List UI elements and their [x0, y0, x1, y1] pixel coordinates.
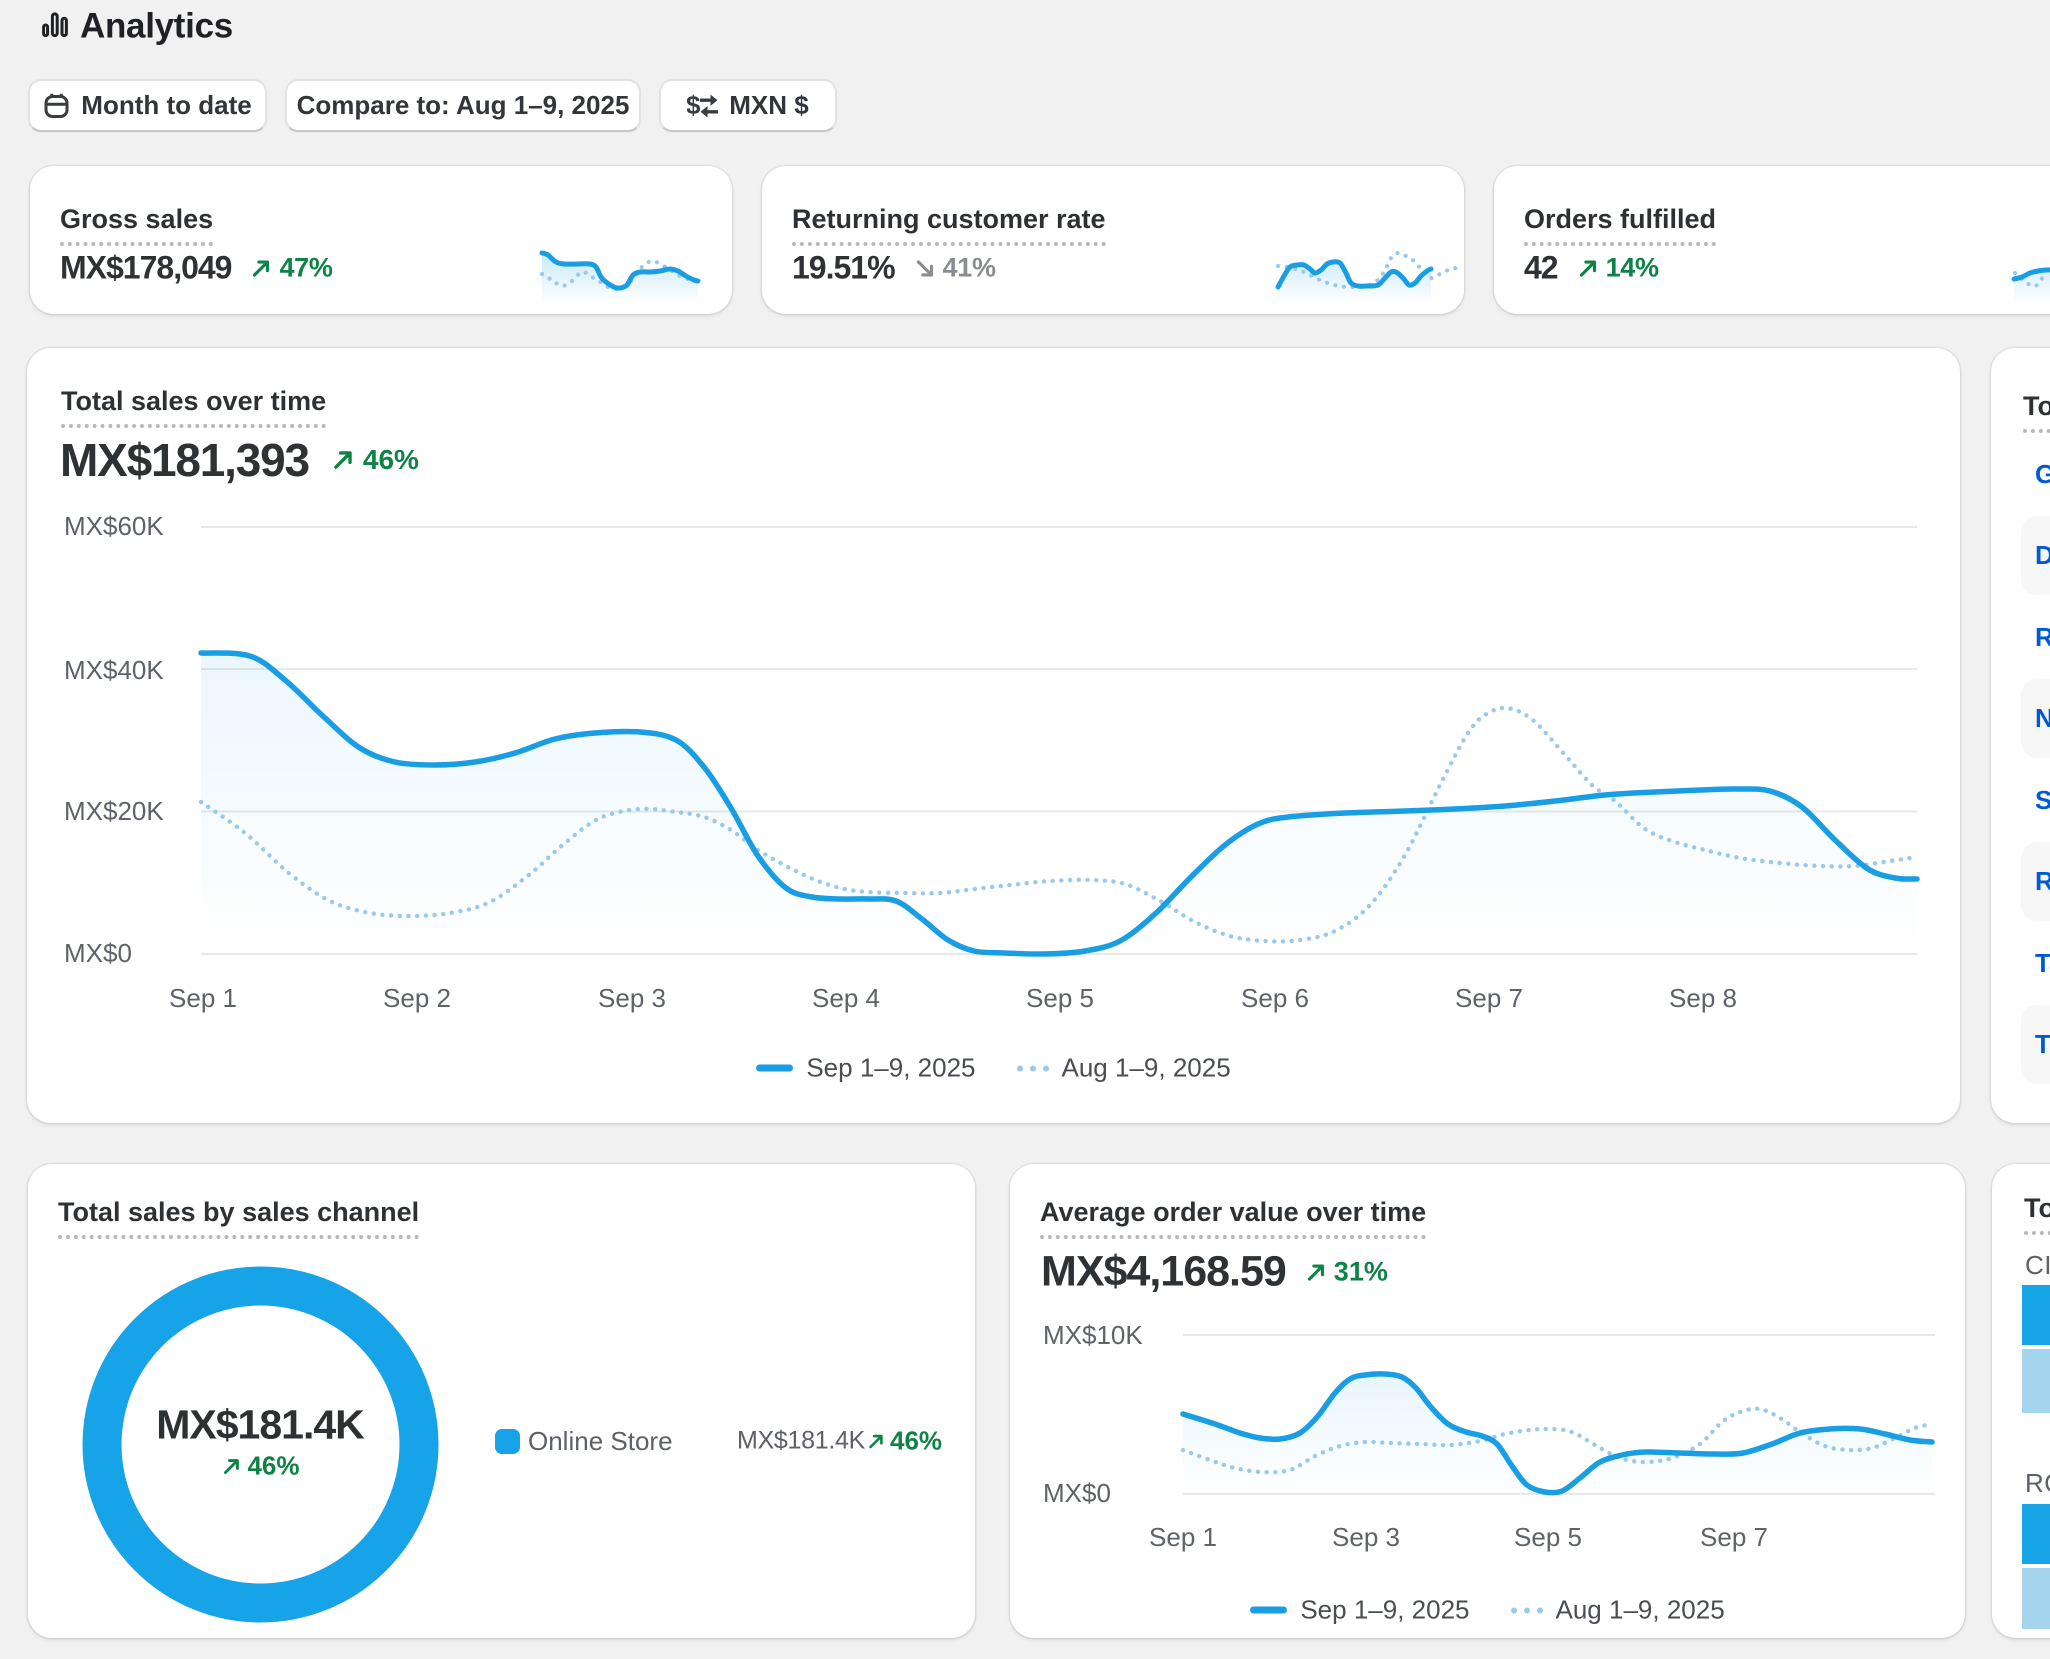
svg-text:$: $ — [687, 91, 701, 120]
